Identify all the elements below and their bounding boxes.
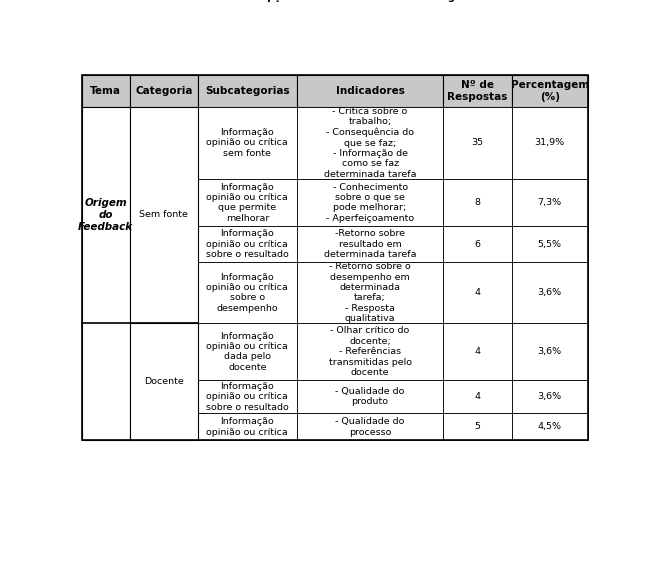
Bar: [512, 107, 588, 179]
Bar: [198, 107, 296, 179]
Text: 31,9%: 31,9%: [535, 138, 565, 147]
Bar: [443, 380, 512, 413]
Text: - Olhar crítico do
docente;
- Referências
transmitidas pelo
docente: - Olhar crítico do docente; - Referência…: [328, 327, 411, 377]
Text: - Crítica sobre o
trabalho;
- Consequência do
que se faz;
- Informação de
como s: - Crítica sobre o trabalho; - Consequênc…: [324, 107, 417, 179]
Text: Informação
opinião ou crítica
sobre o resultado: Informação opinião ou crítica sobre o re…: [206, 382, 289, 412]
Text: Docente: Docente: [144, 377, 183, 387]
Text: Informação
opinião ou crítica
dada pelo
docente: Informação opinião ou crítica dada pelo …: [206, 332, 288, 372]
Text: Tema: Tema: [90, 86, 121, 96]
Bar: [296, 226, 443, 263]
Text: -Retorno sobre
resultado em
determinada tarefa: -Retorno sobre resultado em determinada …: [324, 230, 417, 259]
Bar: [512, 226, 588, 263]
Bar: [512, 323, 588, 380]
Text: Informação
opinião ou crítica
sobre o
desempenho: Informação opinião ou crítica sobre o de…: [206, 272, 288, 313]
Text: - Qualidade do
processo: - Qualidade do processo: [336, 417, 405, 437]
Text: Informação
opinião ou crítica
sem fonte: Informação opinião ou crítica sem fonte: [206, 128, 288, 158]
Text: 5: 5: [475, 423, 481, 431]
Bar: [443, 179, 512, 226]
Text: Informação
opinião ou crítica: Informação opinião ou crítica: [206, 417, 288, 437]
Bar: [198, 226, 296, 263]
Text: Nº de
Respostas: Nº de Respostas: [447, 80, 508, 102]
Text: 6: 6: [475, 240, 481, 249]
Text: 5,5%: 5,5%: [537, 240, 562, 249]
Text: Subcategorias: Subcategorias: [205, 86, 290, 96]
Bar: [296, 380, 443, 413]
Bar: [198, 75, 296, 107]
Bar: [296, 263, 443, 323]
Text: 7,3%: 7,3%: [537, 198, 562, 207]
Text: Indicadores: Indicadores: [336, 86, 404, 96]
Text: Informação
opinião ou crítica
sobre o resultado: Informação opinião ou crítica sobre o re…: [206, 230, 289, 259]
Text: Tabela 14: Indicadores das concepções dos estudantes sobre o significado do feed: Tabela 14: Indicadores das concepções do…: [80, 0, 573, 2]
Bar: [82, 75, 130, 107]
Text: 8: 8: [475, 198, 481, 207]
Bar: [296, 323, 443, 380]
Text: 4,5%: 4,5%: [537, 423, 562, 431]
Bar: [82, 75, 588, 440]
Text: 35: 35: [471, 138, 484, 147]
Bar: [296, 413, 443, 440]
Text: - Qualidade do
produto: - Qualidade do produto: [336, 387, 405, 407]
Text: Percentagem
(%): Percentagem (%): [511, 80, 589, 102]
Bar: [130, 323, 198, 440]
Bar: [130, 107, 198, 323]
Text: 4: 4: [475, 392, 481, 401]
Bar: [512, 263, 588, 323]
Text: Informação
opinião ou crítica
que permite
melhorar: Informação opinião ou crítica que permit…: [206, 183, 288, 223]
Bar: [198, 380, 296, 413]
Bar: [443, 75, 512, 107]
Bar: [296, 179, 443, 226]
Text: Categoria: Categoria: [135, 86, 193, 96]
Bar: [198, 413, 296, 440]
Bar: [198, 263, 296, 323]
Text: 4: 4: [475, 288, 481, 297]
Bar: [443, 263, 512, 323]
Text: 4: 4: [475, 347, 481, 356]
Bar: [198, 179, 296, 226]
Bar: [443, 413, 512, 440]
Bar: [512, 75, 588, 107]
Bar: [296, 75, 443, 107]
Bar: [296, 107, 443, 179]
Text: - Retorno sobre o
desempenho em
determinada
tarefa;
- Resposta
qualitativa: - Retorno sobre o desempenho em determin…: [329, 262, 411, 323]
Text: - Conhecimento
sobre o que se
pode melhorar;
- Aperfeiçoamento: - Conhecimento sobre o que se pode melho…: [326, 183, 414, 223]
Bar: [443, 226, 512, 263]
Text: 3,6%: 3,6%: [537, 392, 562, 401]
Bar: [198, 323, 296, 380]
Bar: [130, 75, 198, 107]
Bar: [512, 380, 588, 413]
Bar: [82, 107, 130, 440]
Bar: [443, 107, 512, 179]
Text: 3,6%: 3,6%: [537, 288, 562, 297]
Text: Sem fonte: Sem fonte: [140, 211, 188, 219]
Text: 3,6%: 3,6%: [537, 347, 562, 356]
Bar: [512, 179, 588, 226]
Bar: [512, 413, 588, 440]
Bar: [443, 323, 512, 380]
Text: Origem
do
Feedback: Origem do Feedback: [78, 198, 133, 231]
